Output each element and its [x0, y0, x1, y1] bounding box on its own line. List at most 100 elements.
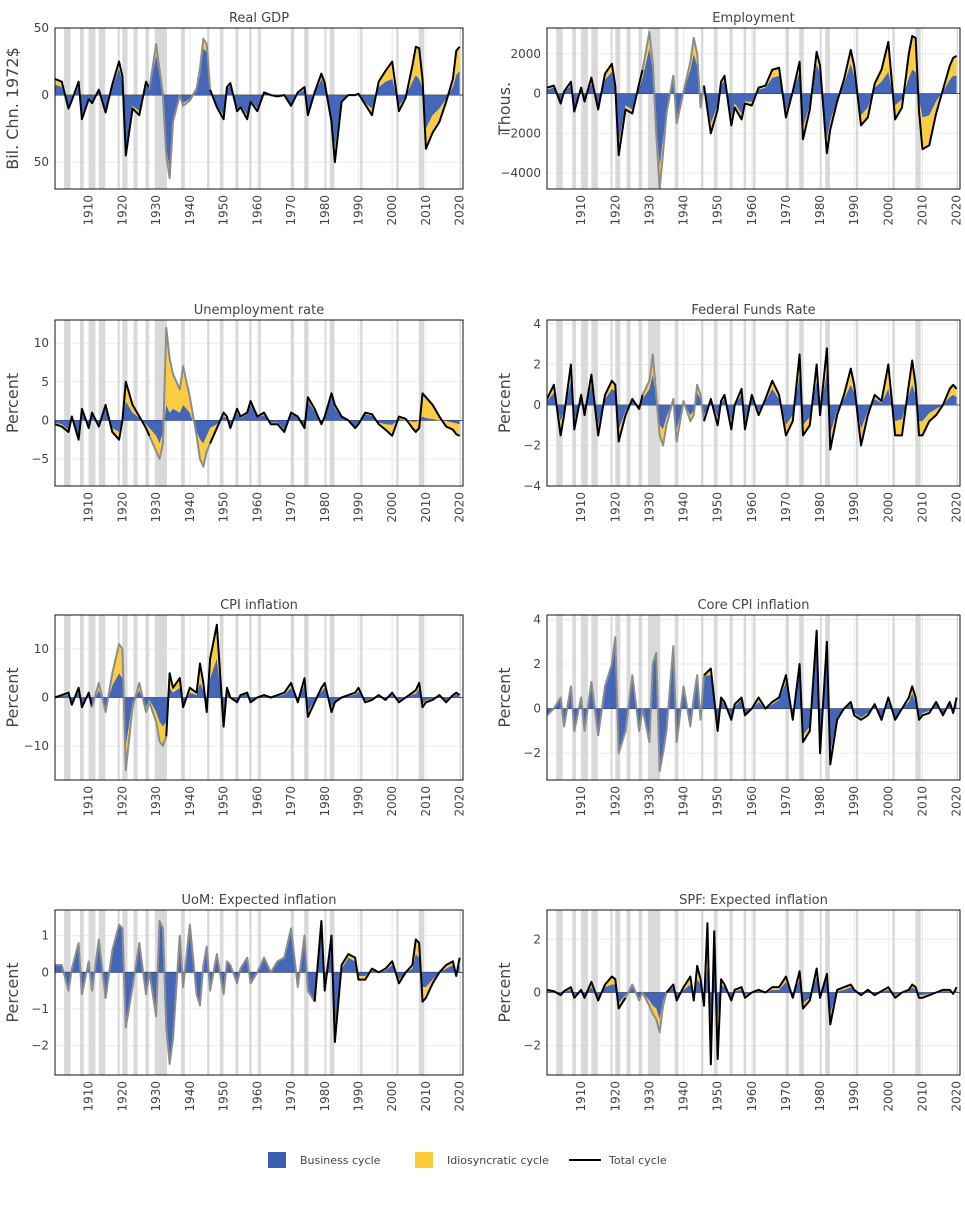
recession-band [556, 615, 563, 780]
recession-band [892, 320, 895, 486]
x-tick-label: 1990 [351, 492, 365, 523]
x-tick-label: 1950 [711, 1081, 725, 1112]
x-tick-label: 2010 [419, 195, 433, 226]
recession-band [235, 320, 239, 486]
panel-title: Federal Funds Rate [691, 303, 815, 318]
recession-band [89, 28, 96, 189]
recession-band [459, 910, 461, 1075]
y-axis-title: Percent [3, 962, 22, 1022]
panel-unemployment-rate: Unemployment rate 10 5 0 −5 1910 1920 1930 1940 1… [3, 303, 467, 523]
x-tick-label: 1920 [115, 195, 129, 226]
plot-body [547, 320, 960, 486]
total-cycle-line [547, 636, 706, 773]
x-tick-label: 2020 [950, 786, 964, 817]
y-tick-label: −2 [523, 746, 541, 760]
x-tick-label: 1920 [608, 195, 622, 226]
recession-band [64, 28, 71, 189]
y-tick-label: 2000 [510, 47, 541, 61]
recession-band [258, 910, 262, 1075]
recession-band [638, 28, 643, 189]
y-tick-label: 4 [533, 317, 541, 331]
x-tick-label: 1980 [813, 195, 827, 226]
total-cycle-line [91, 643, 168, 772]
x-tick-label: 1920 [115, 786, 129, 817]
recession-band [572, 320, 577, 486]
recession-band [396, 910, 399, 1075]
recession-band [956, 320, 958, 486]
x-tick-label: 1920 [608, 1081, 622, 1112]
y-tick-label: 4 [533, 612, 541, 626]
x-tick-label: 1980 [318, 786, 332, 817]
x-tick-label: 1920 [115, 492, 129, 523]
plot-frame [54, 27, 464, 190]
recession-band [556, 28, 563, 189]
x-tick-label: 1940 [677, 492, 691, 523]
recession-band [235, 910, 239, 1075]
y-tick-label: −2 [523, 1039, 541, 1053]
recession-band [290, 28, 295, 189]
x-tick-label: 1990 [847, 1081, 861, 1112]
x-tick-label: 2010 [419, 492, 433, 523]
total-cycle-line [165, 623, 461, 737]
x-tick-label: 1970 [779, 1081, 793, 1112]
recession-band [329, 910, 335, 1075]
recession-band [743, 615, 746, 780]
x-tick-label: 1960 [745, 786, 759, 817]
y-tick-label: −4000 [500, 166, 541, 180]
recession-band [581, 615, 588, 780]
total-cycle-line [55, 686, 94, 709]
y-tick-label: 50 [34, 21, 49, 35]
recession-band [324, 28, 327, 189]
recession-band [98, 910, 106, 1075]
recession-band [610, 28, 613, 189]
recession-band [396, 320, 399, 486]
recession-band [396, 28, 399, 189]
recession-band [181, 28, 185, 189]
total-cycle-line [547, 363, 644, 443]
recession-band [219, 910, 223, 1075]
panel-core-cpi-inflation: Core CPI inflation 4 2 0 −2 1910 1920 1930 1940 1… [495, 598, 964, 817]
total-cycle-line [703, 629, 958, 766]
total-cycle-line [547, 975, 627, 1010]
recession-band [459, 28, 461, 189]
panel-real-gdp: Real GDP 50 0 50 1910 1920 1930 1940 1950 1960 197… [3, 11, 467, 226]
x-tick-label: 2000 [385, 786, 399, 817]
x-tick-label: 1980 [318, 195, 332, 226]
x-tick-label: 1910 [574, 1081, 588, 1112]
y-tick-label: 2 [533, 932, 541, 946]
recession-band [207, 320, 210, 486]
x-tick-label: 1940 [183, 786, 197, 817]
x-tick-label: 1950 [217, 195, 231, 226]
x-tick-label: 1960 [745, 195, 759, 226]
total-cycle-line [547, 62, 644, 157]
y-axis-title: Percent [495, 667, 514, 727]
x-tick-label: 1960 [250, 786, 264, 817]
x-tick-label: 1950 [711, 786, 725, 817]
y-axis-title: Percent [3, 373, 22, 433]
legend-label: Business cycle [300, 1154, 381, 1167]
recession-band [290, 910, 295, 1075]
x-tick-label: 1940 [677, 195, 691, 226]
recession-band [729, 615, 733, 780]
x-tick-label: 1970 [284, 195, 298, 226]
recession-band [249, 910, 252, 1075]
recession-band [591, 615, 598, 780]
x-tick-label: 2010 [915, 786, 929, 817]
x-tick-label: 1930 [149, 786, 163, 817]
y-tick-label: −2 [523, 439, 541, 453]
legend-label: Total cycle [608, 1154, 667, 1167]
recession-band [956, 28, 958, 189]
x-tick-label: 1910 [574, 786, 588, 817]
legend-item-idiosyncratic-cycle: Idiosyncratic cycle [415, 1152, 549, 1168]
recession-band [98, 320, 106, 486]
recession-band [117, 320, 120, 486]
x-tick-label: 2020 [453, 1081, 467, 1112]
x-tick-label: 1950 [711, 492, 725, 523]
recession-band [145, 28, 150, 189]
x-tick-label: 1950 [217, 492, 231, 523]
y-tick-label: 0 [533, 702, 541, 716]
recession-band [713, 615, 717, 780]
x-tick-label: 1960 [250, 492, 264, 523]
recession-band [674, 320, 679, 486]
recession-band [324, 910, 327, 1075]
